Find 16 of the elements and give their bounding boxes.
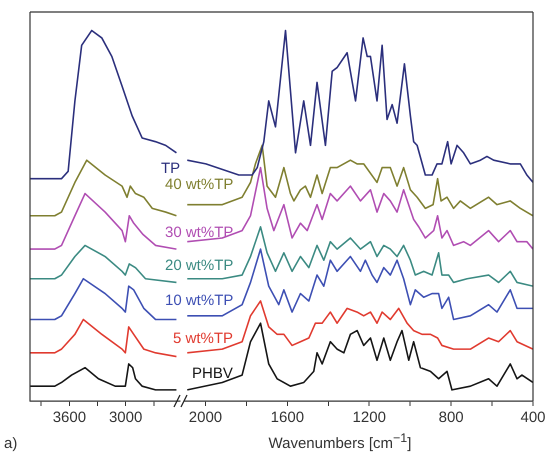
series-label: 5 wt%TP [173, 330, 234, 347]
series-label: TP [161, 160, 180, 178]
series-label: 20 wt%TP [165, 257, 234, 274]
x-tick-label: 800 [438, 409, 464, 426]
x-tick-label: 1200 [352, 409, 386, 426]
x-tick-label: 2000 [188, 409, 222, 426]
x-axis-title: Wavenumbers [cm$^{−1}$] [268, 431, 412, 452]
x-tick-label: 1600 [270, 409, 304, 426]
text: a) [4, 435, 18, 452]
x-tick-label: 400 [520, 409, 546, 426]
series-label: 40 wt%TP [165, 176, 234, 193]
series-label: 30 wt%TP [165, 224, 234, 241]
x-tick-label: 3600 [52, 409, 86, 426]
x-tick-label: 3000 [108, 409, 142, 426]
series-label: 10 wt%TP [165, 292, 234, 310]
series-label: PHBV [192, 364, 233, 382]
